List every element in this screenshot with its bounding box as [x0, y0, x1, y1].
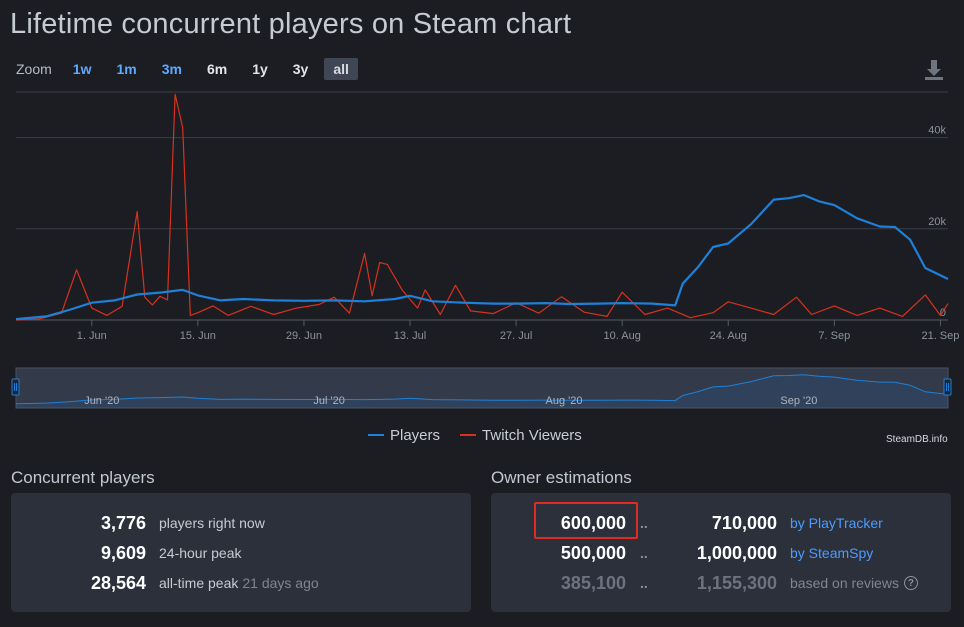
- series-group: [15, 93, 949, 321]
- navigator-area: [16, 374, 948, 408]
- zoom-button-3y[interactable]: 3y: [292, 61, 309, 77]
- x-tick-label: 10. Aug: [604, 330, 641, 342]
- zoom-label: Zoom: [16, 61, 52, 77]
- navigator-handle-right[interactable]: [943, 378, 952, 396]
- legend-swatch-players: [368, 434, 384, 436]
- navigator-label: Sep '20: [780, 395, 817, 407]
- x-tick-label: 21. Sep: [921, 330, 959, 342]
- x-tick-label: 15. Jun: [180, 330, 216, 342]
- concurrent-label: players right now: [159, 515, 265, 531]
- credit-link[interactable]: SteamDB.info: [886, 434, 948, 445]
- owners-low: 600,000: [560, 512, 626, 533]
- page-title: Lifetime concurrent players on Steam cha…: [10, 8, 572, 40]
- y-tick-label: 40k: [928, 125, 946, 137]
- navigator-selection: [15, 367, 949, 409]
- concurrent-row: 28,564 all-time peak 21 days ago: [11, 571, 319, 595]
- owners-panel: 600,000 .. 710,000 by PlayTracker 500,00…: [491, 493, 951, 612]
- concurrent-row: 9,609 24-hour peak: [11, 541, 242, 565]
- y-axis-ticks: 0 20k 40k: [928, 125, 946, 319]
- x-tick-label: 29. Jun: [286, 330, 322, 342]
- zoom-button-1w[interactable]: 1w: [72, 61, 92, 77]
- x-tick-label: 7. Sep: [818, 330, 850, 342]
- concurrent-note: 21 days ago: [242, 575, 319, 591]
- owners-source-text: based on reviews: [790, 575, 899, 591]
- x-tick-label: 24. Aug: [710, 330, 747, 342]
- download-icon[interactable]: [922, 58, 946, 82]
- owners-high: 1,000,000: [696, 542, 777, 563]
- series-line-players: [15, 194, 949, 321]
- navigator-label: Jul '20: [313, 395, 344, 407]
- x-tick-label: 1. Jun: [77, 330, 107, 342]
- zoom-button-6m[interactable]: 6m: [206, 61, 228, 77]
- navigator[interactable]: Jun '20 Jul '20 Aug '20 Sep '20: [11, 367, 952, 409]
- owners-high: 710,000: [711, 512, 777, 533]
- owners-source-link[interactable]: by PlayTracker: [790, 515, 883, 531]
- owners-high: 1,155,300: [696, 572, 777, 593]
- zoom-button-all[interactable]: all: [324, 58, 358, 80]
- owners-separator: ..: [640, 575, 648, 591]
- legend: Players Twitch Viewers: [368, 425, 602, 445]
- owners-separator: ..: [640, 515, 648, 531]
- gridlines: [16, 91, 948, 321]
- chart: 0 20k 40k 1. Jun 15. Jun 29. Jun 13. Jul 27. J…: [11, 91, 959, 409]
- concurrent-label: all-time peak: [159, 575, 239, 591]
- concurrent-row: 3,776 players right now: [11, 511, 265, 535]
- concurrent-label: 24-hour peak: [159, 545, 242, 561]
- concurrent-value: 9,609: [100, 542, 146, 563]
- legend-item-twitch[interactable]: Twitch Viewers: [460, 427, 582, 444]
- owners-low: 500,000: [560, 542, 626, 563]
- x-tick-label: 27. Jul: [500, 330, 532, 342]
- owners-row: 600,000 .. 710,000 by PlayTracker: [491, 511, 883, 535]
- zoom-button-1y[interactable]: 1y: [252, 61, 268, 77]
- zoom-button-3m[interactable]: 3m: [161, 61, 182, 77]
- concurrent-panel: 3,776 players right now 9,609 24-hour pe…: [11, 493, 471, 612]
- series-line-twitch: [15, 93, 949, 321]
- x-tick-label: 13. Jul: [394, 330, 426, 342]
- owners-separator: ..: [640, 545, 648, 561]
- legend-item-players[interactable]: Players: [368, 427, 440, 444]
- highlight-box: [534, 502, 638, 539]
- zoom-bar: Zoom 1w 1m 3m 6m 1y 3y all: [16, 58, 365, 80]
- help-icon[interactable]: ?: [903, 576, 918, 590]
- navigator-handle-left[interactable]: [11, 378, 20, 396]
- y-tick-label: 20k: [928, 216, 946, 228]
- owners-row: 385,100 .. 1,155,300 based on reviews ?: [491, 571, 918, 595]
- legend-swatch-twitch: [460, 434, 477, 436]
- owners-source-link[interactable]: by SteamSpy: [790, 545, 874, 561]
- zoom-button-1m[interactable]: 1m: [116, 61, 137, 77]
- owners-title: Owner estimations: [491, 468, 632, 487]
- concurrent-value: 3,776: [100, 512, 146, 533]
- owners-low: 385,100: [560, 572, 626, 593]
- legend-label-players: Players: [390, 426, 441, 444]
- concurrent-title: Concurrent players: [11, 468, 155, 487]
- owners-row: 500,000 .. 1,000,000 by SteamSpy: [491, 541, 873, 565]
- navigator-label: Jun '20: [84, 395, 119, 407]
- navigator-line: [15, 374, 949, 405]
- concurrent-value: 28,564: [90, 572, 146, 593]
- legend-label-twitch: Twitch Viewers: [482, 426, 582, 444]
- navigator-label: Aug '20: [545, 395, 582, 407]
- y-tick-label: 0: [940, 307, 946, 319]
- x-axis-ticks: 1. Jun 15. Jun 29. Jun 13. Jul 27. Jul 10. Au…: [77, 320, 959, 342]
